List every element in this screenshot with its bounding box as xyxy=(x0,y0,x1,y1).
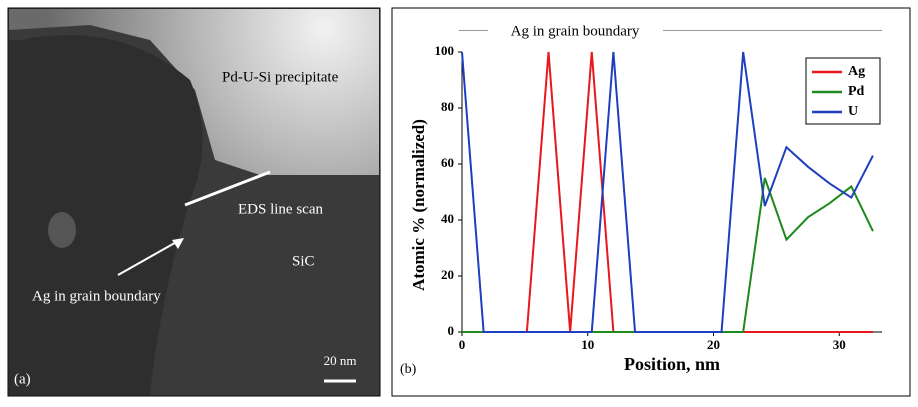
y-tick-label: 40 xyxy=(441,211,454,226)
legend-label: Pd xyxy=(848,84,865,99)
panel-label: (a) xyxy=(14,371,31,387)
series-line xyxy=(461,51,874,333)
particle xyxy=(48,212,76,248)
grain xyxy=(9,35,203,395)
title-backing xyxy=(488,22,663,40)
x-tick-label: 10 xyxy=(581,337,594,352)
panel-label: (b) xyxy=(400,362,417,377)
image-label: SiC xyxy=(292,253,315,269)
title-rule xyxy=(459,30,882,31)
y-tick-label: 0 xyxy=(448,323,455,338)
y-tick-label: 60 xyxy=(441,155,454,170)
x-tick-label: 30 xyxy=(833,337,846,352)
legend-label: U xyxy=(848,104,858,119)
chart-title: Ag in grain boundary xyxy=(511,23,640,39)
arrow-shaft xyxy=(117,239,181,276)
arrow-head xyxy=(172,238,184,249)
x-tick-label: 20 xyxy=(707,337,720,352)
y-axis-label: Atomic % (normalized) xyxy=(409,119,428,291)
scan-line xyxy=(184,170,271,207)
image-label: Ag in grain boundary xyxy=(32,288,161,304)
y-tick-label: 80 xyxy=(441,99,454,114)
y-tick-label: 100 xyxy=(435,43,455,58)
y-tick-label: 20 xyxy=(441,267,454,282)
image-label: Pd-U-Si precipitate xyxy=(222,69,339,85)
x-axis-label: Position, nm xyxy=(624,354,720,374)
scale-label: 20 nm xyxy=(324,353,357,368)
image-panel: Pd-U-Si precipitate EDS line scan SiC Ag… xyxy=(7,7,381,397)
image-label: EDS line scan xyxy=(238,201,323,217)
legend-label: Ag xyxy=(848,64,865,79)
x-tick-label: 0 xyxy=(459,337,466,352)
